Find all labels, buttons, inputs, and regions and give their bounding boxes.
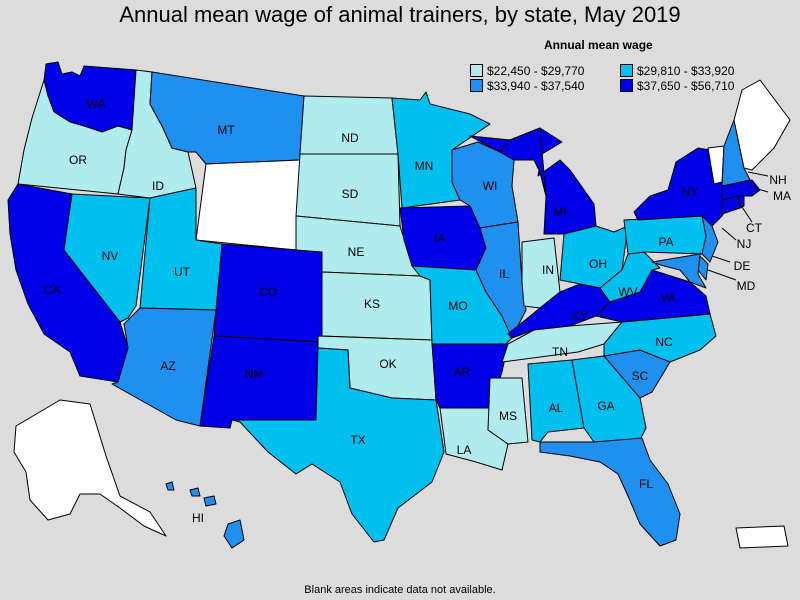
legend-item: $37,650 - $56,710: [620, 79, 734, 93]
state-label-la: LA: [457, 443, 472, 457]
state-nd: [299, 95, 399, 155]
state-label-de: DE: [734, 259, 751, 273]
state-label-in: IN: [542, 263, 554, 277]
state-label-ma: MA: [773, 189, 791, 203]
state-label-nj: NJ: [737, 237, 752, 251]
state-label-nv: NV: [102, 249, 119, 263]
legend-swatch: [620, 79, 633, 92]
state-label-ct: CT: [746, 221, 763, 235]
state-label-ar: AR: [454, 365, 471, 379]
state-pr: [735, 525, 789, 549]
state-il: [475, 221, 527, 339]
state-label-tx: TX: [350, 433, 365, 447]
state-label-az: AZ: [160, 359, 175, 373]
state-hi-part: [203, 495, 217, 507]
legend-label: $33,940 - $37,540: [487, 79, 585, 93]
state-fl: [539, 437, 681, 547]
state-label-ne: NE: [348, 245, 365, 259]
state-label-mo: MO: [448, 299, 467, 313]
state-hi: [223, 519, 245, 549]
state-label-ca: CA: [44, 283, 61, 297]
state-label-mi: MI: [553, 205, 566, 219]
state-label-wi: WI: [483, 179, 498, 193]
state-label-md: MD: [737, 279, 756, 293]
legend-swatch: [470, 64, 483, 77]
state-ma: [721, 179, 761, 201]
state-ak: [13, 399, 167, 537]
state-label-oh: OH: [589, 257, 607, 271]
state-label-or: OR: [69, 153, 87, 167]
state-label-ms: MS: [499, 409, 517, 423]
legend-title: Annual mean wage: [544, 38, 653, 52]
footnote: Blank areas indicate data not available.: [304, 584, 496, 596]
state-me: [733, 79, 791, 171]
state-tn: [501, 321, 623, 363]
map-title: Annual mean wage of animal trainers, by …: [119, 2, 681, 27]
legend-item: $33,940 - $37,540: [470, 79, 584, 93]
state-label-ok: OK: [379, 357, 396, 371]
state-label-pa: PA: [658, 235, 673, 249]
state-label-mn: MN: [415, 159, 434, 173]
state-label-ky: KY: [572, 309, 588, 323]
legend-item: $22,450 - $29,770: [470, 64, 584, 78]
state-label-nm: NM: [245, 367, 264, 381]
state-label-tn: TN: [552, 345, 568, 359]
legend-label: $22,450 - $29,770: [487, 64, 585, 78]
state-label-ny: NY: [682, 185, 699, 199]
state-label-fl: FL: [639, 477, 653, 491]
state-label-hi: HI: [192, 511, 204, 525]
legend-swatch: [470, 79, 483, 92]
legend-item: $29,810 - $33,920: [620, 64, 734, 78]
state-label-sc: SC: [632, 369, 649, 383]
state-ms: [487, 377, 529, 445]
state-wy: [195, 159, 301, 251]
state-nj: [701, 215, 719, 263]
state-md: [651, 253, 707, 289]
state-tx: [231, 347, 445, 543]
state-mi-part: [499, 127, 547, 197]
state-label-wv: WV: [618, 285, 637, 299]
state-az: [111, 307, 217, 427]
state-label-mt: MT: [217, 123, 235, 137]
state-label-nc: NC: [655, 335, 673, 349]
state-nm: [199, 335, 319, 429]
state-hi-part: [189, 487, 201, 497]
state-ri: [737, 195, 745, 209]
state-label-al: AL: [549, 401, 564, 415]
state-label-ga: GA: [597, 399, 614, 413]
state-label-wa: WA: [87, 97, 106, 111]
state-label-va: VA: [660, 291, 675, 305]
state-label-il: IL: [499, 267, 509, 281]
state-label-co: CO: [259, 285, 277, 299]
label-leader-lines: [707, 171, 769, 281]
legend-label: $29,810 - $33,920: [637, 64, 735, 78]
state-nh: [721, 119, 751, 187]
legend-label: $37,650 - $56,710: [637, 79, 735, 93]
state-label-id: ID: [152, 179, 164, 193]
state-label-ia: IA: [434, 231, 445, 245]
state-hi-part: [165, 481, 175, 491]
state-label-ks: KS: [364, 297, 380, 311]
state-wv: [599, 251, 661, 303]
state-label-sd: SD: [342, 187, 359, 201]
state-label-nh: NH: [769, 173, 786, 187]
legend-swatch: [620, 64, 633, 77]
state-label-nd: ND: [341, 131, 359, 145]
state-label-ut: UT: [174, 265, 191, 279]
